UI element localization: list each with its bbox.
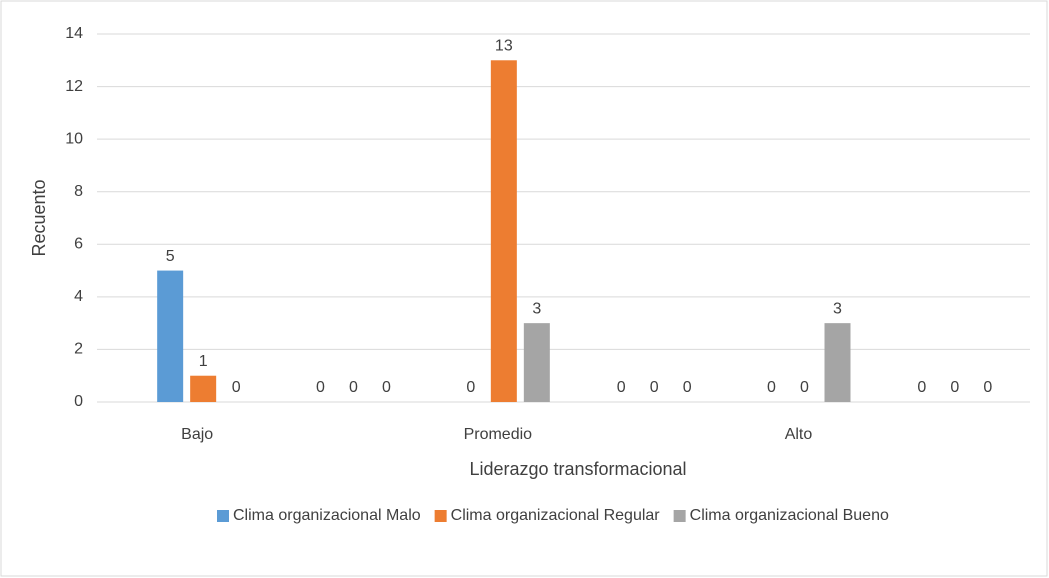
- value-label: 0: [382, 379, 391, 396]
- y-tick-label: 4: [74, 288, 83, 305]
- bar: [523, 323, 550, 402]
- bar: [824, 323, 851, 402]
- value-label: 0: [983, 379, 992, 396]
- x-tick-label: Promedio: [464, 426, 533, 443]
- y-tick-label: 14: [65, 25, 83, 42]
- legend-label: Clima organizacional Regular: [451, 507, 661, 524]
- legend-label: Clima organizacional Bueno: [690, 507, 889, 524]
- value-label: 0: [617, 379, 626, 396]
- legend-swatch: [434, 510, 447, 522]
- value-label: 0: [767, 379, 776, 396]
- legend-swatch: [217, 510, 229, 522]
- y-tick-label: 10: [65, 130, 83, 147]
- y-tick-label: 6: [74, 236, 83, 253]
- y-axis-title: Recuento: [29, 179, 49, 256]
- legend-swatch: [673, 510, 686, 522]
- value-label: 0: [349, 379, 358, 396]
- bar: [490, 60, 517, 403]
- value-label: 0: [683, 379, 692, 396]
- value-label: 0: [466, 379, 475, 396]
- legend-label: Clima organizacional Malo: [233, 507, 421, 524]
- value-label: 3: [833, 300, 842, 317]
- y-tick-label: 12: [65, 78, 83, 95]
- x-tick-label: Alto: [785, 426, 813, 443]
- y-tick-label: 2: [74, 341, 83, 358]
- value-label: 0: [650, 379, 659, 396]
- value-label: 0: [917, 379, 926, 396]
- value-label: 0: [232, 379, 241, 396]
- x-axis-title: Liderazgo transformacional: [469, 459, 686, 479]
- y-tick-label: 8: [74, 183, 83, 200]
- y-tick-label: 0: [74, 393, 83, 410]
- value-label: 0: [316, 379, 325, 396]
- x-tick-label: Bajo: [181, 426, 213, 443]
- bar: [157, 270, 184, 402]
- value-label: 0: [950, 379, 959, 396]
- value-label: 1: [199, 353, 208, 370]
- bar: [190, 375, 217, 402]
- value-label: 5: [166, 248, 175, 265]
- value-label: 13: [495, 38, 513, 55]
- value-label: 0: [800, 379, 809, 396]
- value-label: 3: [532, 300, 541, 317]
